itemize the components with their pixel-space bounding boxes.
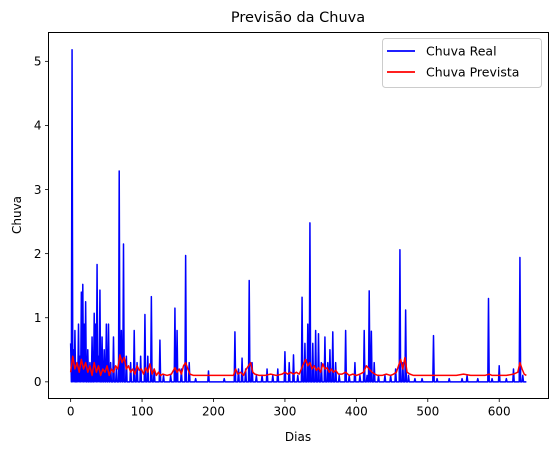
x-tick-label: 600 [488,405,511,419]
y-tick-label: 1 [34,311,42,325]
x-tick-label: 400 [345,405,368,419]
x-tick-label: 0 [67,405,75,419]
y-tick-label: 3 [34,183,42,197]
x-tick-label: 500 [416,405,439,419]
x-axis-label: Dias [285,430,311,444]
y-tick-label: 4 [34,119,42,133]
series-line-chuva-prevista [69,354,527,377]
y-tick-label: 5 [34,55,42,69]
series-line-chuva-real [69,49,527,383]
y-tick-label: 2 [34,247,42,261]
x-tick-label: 200 [202,405,225,419]
plot-area [69,49,527,383]
x-tick-label: 100 [131,405,154,419]
axes-frame [48,32,549,399]
legend-box [382,38,542,88]
axis-ticks: 0 100 200 300 400 500 600 0 1 2 3 4 5 [34,55,511,419]
legend: Chuva Real Chuva Prevista [382,38,542,88]
y-axis-label: Chuva [10,196,24,234]
chart-title: Previsão da Chuva [231,10,365,26]
legend-label-chuva-prevista: Chuva Prevista [426,65,519,80]
legend-label-chuva-real: Chuva Real [426,44,497,59]
x-tick-label: 300 [273,405,296,419]
y-tick-label: 0 [34,375,42,389]
